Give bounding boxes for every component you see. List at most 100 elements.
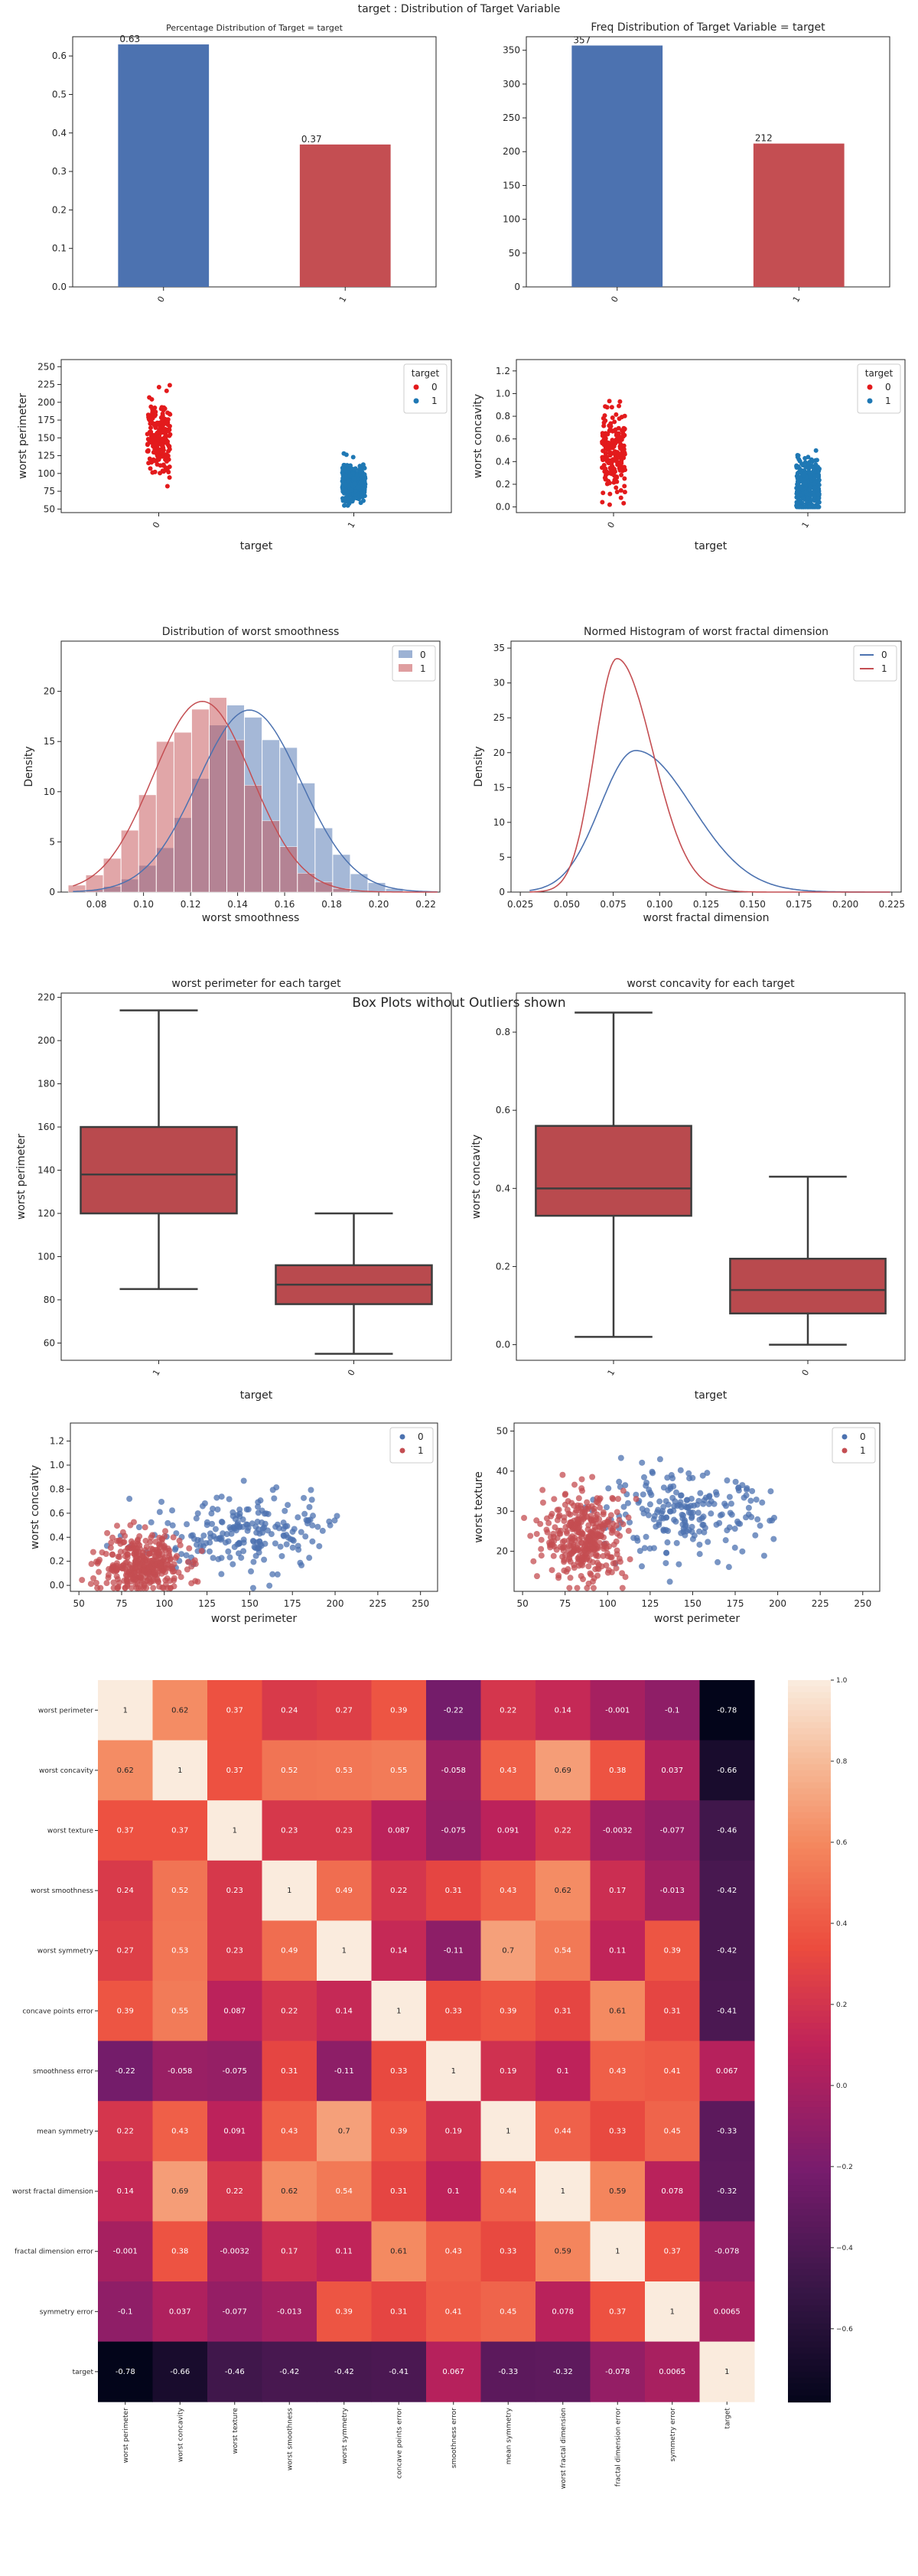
heatmap-cell-label: 0.067	[716, 2067, 738, 2076]
kde_fractal-x-tick-label: 0.025	[507, 899, 533, 910]
strip_perimeter-point	[164, 484, 170, 489]
scatter_texture-point	[677, 1467, 684, 1474]
heatmap-cell-label: 0.39	[117, 2007, 134, 2015]
heatmap-cell	[699, 1981, 755, 2042]
scatter_concavity-point	[272, 1540, 278, 1547]
scatter_texture-point	[620, 1487, 627, 1494]
heatmap-cell	[480, 2040, 536, 2102]
strip_perimeter-point	[167, 475, 172, 480]
scatter_texture-point	[754, 1516, 761, 1522]
scatter_concavity-point	[169, 1565, 176, 1572]
heatmap-cell-label: 0.45	[664, 2128, 681, 2136]
heatmap-cell-label: 0.078	[552, 2307, 574, 2316]
heatmap-cell-label: 0.43	[445, 2248, 462, 2256]
heatmap-cell	[207, 2341, 262, 2402]
heatmap-cell	[207, 2221, 262, 2282]
heatmap-cell	[317, 2221, 372, 2282]
colorbar-segment	[788, 2263, 831, 2271]
colorbar-segment	[788, 1926, 831, 1934]
heatmap-cell-label: -0.42	[717, 1887, 737, 1895]
heatmap-cell-label: -0.077	[223, 2307, 247, 2316]
hist_smoothness-y-tick-label: 10	[44, 786, 55, 797]
heatmap-cell-label: 0.37	[226, 1706, 243, 1715]
heatmap-cell	[152, 1800, 208, 1861]
scatter_texture-point	[569, 1532, 576, 1539]
scatter_concavity-point	[124, 1558, 131, 1565]
scatter_concavity-point	[161, 1556, 168, 1563]
scatter_texture-point	[559, 1553, 566, 1560]
colorbar-segment	[788, 1806, 831, 1813]
strip_perimeter-point	[361, 483, 366, 488]
strip_concavity-point	[816, 504, 822, 510]
freq_bar-y-tick-label: 150	[503, 180, 520, 191]
colorbar-segment	[788, 1800, 831, 1808]
colorbar-segment	[788, 2239, 831, 2246]
strip_perimeter-point	[362, 490, 367, 495]
scatter_texture-point	[645, 1512, 652, 1519]
heatmap-cell	[152, 2221, 208, 2282]
scatter_texture-x-tick-label: 100	[599, 1598, 617, 1609]
heatmap-cell-label: -0.075	[441, 1827, 466, 1835]
scatter_concavity-point	[226, 1496, 233, 1503]
scatter_concavity-point	[200, 1532, 207, 1539]
scatter_concavity-point	[274, 1521, 281, 1528]
scatter_texture-point	[655, 1506, 662, 1513]
scatter_texture-point	[616, 1478, 623, 1485]
scatter_concavity-frame	[70, 1422, 438, 1592]
heatmap-cell-label: -0.32	[717, 2187, 737, 2196]
heatmap-cell-label: 0.31	[445, 1887, 462, 1895]
heatmap-cell	[152, 2281, 208, 2343]
heatmap-cell-label: 0.14	[117, 2187, 134, 2196]
freq_bar-bar	[753, 143, 845, 287]
scatter_concavity-point	[210, 1555, 216, 1562]
scatter_texture-point	[593, 1516, 600, 1522]
scatter_texture-x-tick-label: 75	[559, 1598, 571, 1609]
strip_concavity-point	[807, 503, 812, 509]
scatter_concavity-point	[151, 1568, 158, 1575]
scatter_concavity-x-tick-label: 175	[284, 1598, 301, 1609]
heatmap-cell-label: 0.37	[609, 2307, 626, 2316]
strip_concavity-point	[614, 456, 620, 461]
scatter_concavity-point	[240, 1539, 247, 1546]
scatter_texture-point	[677, 1492, 684, 1499]
scatter_texture-y-tick-label: 50	[496, 1425, 508, 1436]
strip_perimeter-point	[345, 503, 350, 508]
hist_smoothness-bar	[209, 697, 227, 893]
colorbar-segment	[788, 2191, 831, 2198]
scatter_concavity-point	[291, 1526, 298, 1532]
strip_concavity-point	[815, 464, 821, 470]
heatmap-cell-label: 0.62	[117, 1767, 134, 1775]
hist_smoothness-bar	[262, 820, 280, 893]
kde_fractal-x-tick-label: 0.225	[879, 899, 905, 910]
heatmap-row-label: worst symmetry	[37, 1948, 94, 1956]
scatter_texture-point	[726, 1493, 733, 1500]
strip_concavity-point	[614, 485, 619, 490]
scatter_concavity-point	[265, 1510, 272, 1517]
scatter_concavity-point	[192, 1561, 199, 1568]
scatter_concavity-point	[226, 1554, 233, 1561]
hist_smoothness-x-tick-label: 0.20	[369, 899, 389, 910]
strip_perimeter-point	[348, 487, 353, 493]
strip_concavity-point	[619, 472, 624, 477]
heatmap-cell-label: 0.0065	[659, 2368, 685, 2376]
scatter_concavity-point	[249, 1584, 256, 1591]
scatter_texture-point	[726, 1524, 733, 1531]
heatmap-cell	[590, 2281, 646, 2343]
scatter_texture-point	[699, 1472, 706, 1479]
heatmap-cell-label: 0.22	[281, 2007, 298, 2015]
hist_smoothness-bar	[191, 708, 210, 893]
colorbar-segment	[788, 2065, 831, 2072]
heatmap-cell	[699, 2101, 755, 2162]
strip_concavity-point	[612, 469, 617, 474]
heatmap-cell-label: -0.0032	[603, 1827, 633, 1835]
hist_smoothness-ylabel: Density	[23, 746, 35, 786]
strip_perimeter-point	[148, 466, 153, 471]
pct_bar-data-label: 0.63	[119, 34, 140, 44]
colorbar-segment	[788, 1788, 831, 1796]
colorbar-segment	[788, 1842, 831, 1850]
strip_concavity-point	[801, 474, 806, 479]
heatmap-cell-label: 0.1	[448, 2187, 460, 2196]
heatmap-cell	[645, 2101, 700, 2162]
hist_smoothness-y-tick-label: 20	[44, 686, 55, 697]
scatter_texture-point	[648, 1491, 655, 1498]
